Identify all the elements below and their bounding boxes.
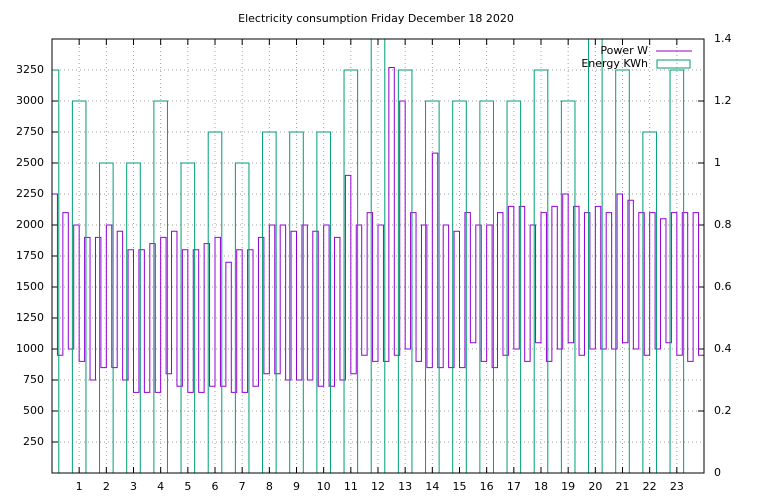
y2-tick-label: 1 xyxy=(714,156,721,169)
energy-box xyxy=(262,131,277,473)
y-tick-label: 2500 xyxy=(16,156,44,169)
x-tick-label: 17 xyxy=(507,480,521,493)
x-tick-label: 6 xyxy=(212,480,219,493)
y2-tick-label: 0.6 xyxy=(714,280,732,293)
x-tick-label: 21 xyxy=(616,480,630,493)
energy-box xyxy=(615,69,630,473)
y-tick-label: 500 xyxy=(23,404,44,417)
energy-box xyxy=(370,39,386,473)
y2-tick-label: 0 xyxy=(714,466,721,479)
x-tick-label: 12 xyxy=(371,480,385,493)
x-tick-label: 2 xyxy=(103,480,110,493)
x-tick-label: 16 xyxy=(480,480,494,493)
x-tick-label: 22 xyxy=(643,480,657,493)
y2-tick-label: 1.4 xyxy=(714,32,732,45)
legend-label: Energy KWh xyxy=(581,57,648,70)
x-tick-label: 18 xyxy=(534,480,548,493)
energy-box xyxy=(316,131,331,473)
y2-tick-label: 0.8 xyxy=(714,218,732,231)
y2-tick-label: 1.2 xyxy=(714,94,732,107)
y-tick-label: 2750 xyxy=(16,125,44,138)
energy-box xyxy=(560,100,576,473)
y-tick-label: 1000 xyxy=(16,342,44,355)
y-tick-label: 2000 xyxy=(16,218,44,231)
energy-box xyxy=(207,131,223,473)
energy-box xyxy=(506,100,522,473)
energy-box xyxy=(99,162,114,473)
energy-box xyxy=(479,100,494,473)
energy-box xyxy=(52,69,60,473)
energy-box xyxy=(289,131,304,473)
x-tick-label: 7 xyxy=(239,480,246,493)
x-tick-label: 9 xyxy=(293,480,300,493)
legend-label: Power W xyxy=(600,44,648,57)
energy-box xyxy=(533,69,549,473)
legend-swatch xyxy=(656,59,691,69)
y-tick-label: 3000 xyxy=(16,94,44,107)
energy-box xyxy=(234,162,250,473)
x-tick-label: 14 xyxy=(425,480,439,493)
x-tick-label: 8 xyxy=(266,480,273,493)
x-tick-label: 3 xyxy=(130,480,137,493)
x-tick-label: 19 xyxy=(561,480,575,493)
plot-area xyxy=(52,39,704,473)
y2-tick-label: 0.4 xyxy=(714,342,732,355)
chart-title: Electricity consumption Friday December … xyxy=(238,12,514,25)
plot-border xyxy=(51,38,705,474)
x-tick-label: 5 xyxy=(184,480,191,493)
x-tick-label: 1 xyxy=(76,480,83,493)
x-tick-label: 10 xyxy=(317,480,331,493)
x-tick-label: 20 xyxy=(588,480,602,493)
energy-box xyxy=(425,100,440,473)
x-tick-label: 4 xyxy=(157,480,164,493)
energy-box xyxy=(71,100,87,473)
energy-box xyxy=(642,131,657,473)
x-tick-label: 11 xyxy=(344,480,358,493)
energy-box xyxy=(153,100,168,473)
power-line xyxy=(52,67,704,393)
y-tick-label: 750 xyxy=(23,373,44,386)
y2-tick-label: 0.2 xyxy=(714,404,732,417)
x-tick-label: 23 xyxy=(670,480,684,493)
energy-box xyxy=(343,69,359,473)
energy-box xyxy=(588,39,603,473)
energy-box xyxy=(126,162,141,473)
y-tick-label: 250 xyxy=(23,435,44,448)
energy-box xyxy=(669,69,685,473)
energy-box xyxy=(397,69,413,473)
y-tick-label: 3250 xyxy=(16,63,44,76)
y-tick-label: 2250 xyxy=(16,187,44,200)
x-tick-label: 15 xyxy=(453,480,467,493)
y-tick-label: 1500 xyxy=(16,280,44,293)
x-tick-label: 13 xyxy=(398,480,412,493)
y-tick-label: 1250 xyxy=(16,311,44,324)
energy-box xyxy=(180,162,196,473)
y-tick-label: 1750 xyxy=(16,249,44,262)
energy-box xyxy=(452,100,467,473)
